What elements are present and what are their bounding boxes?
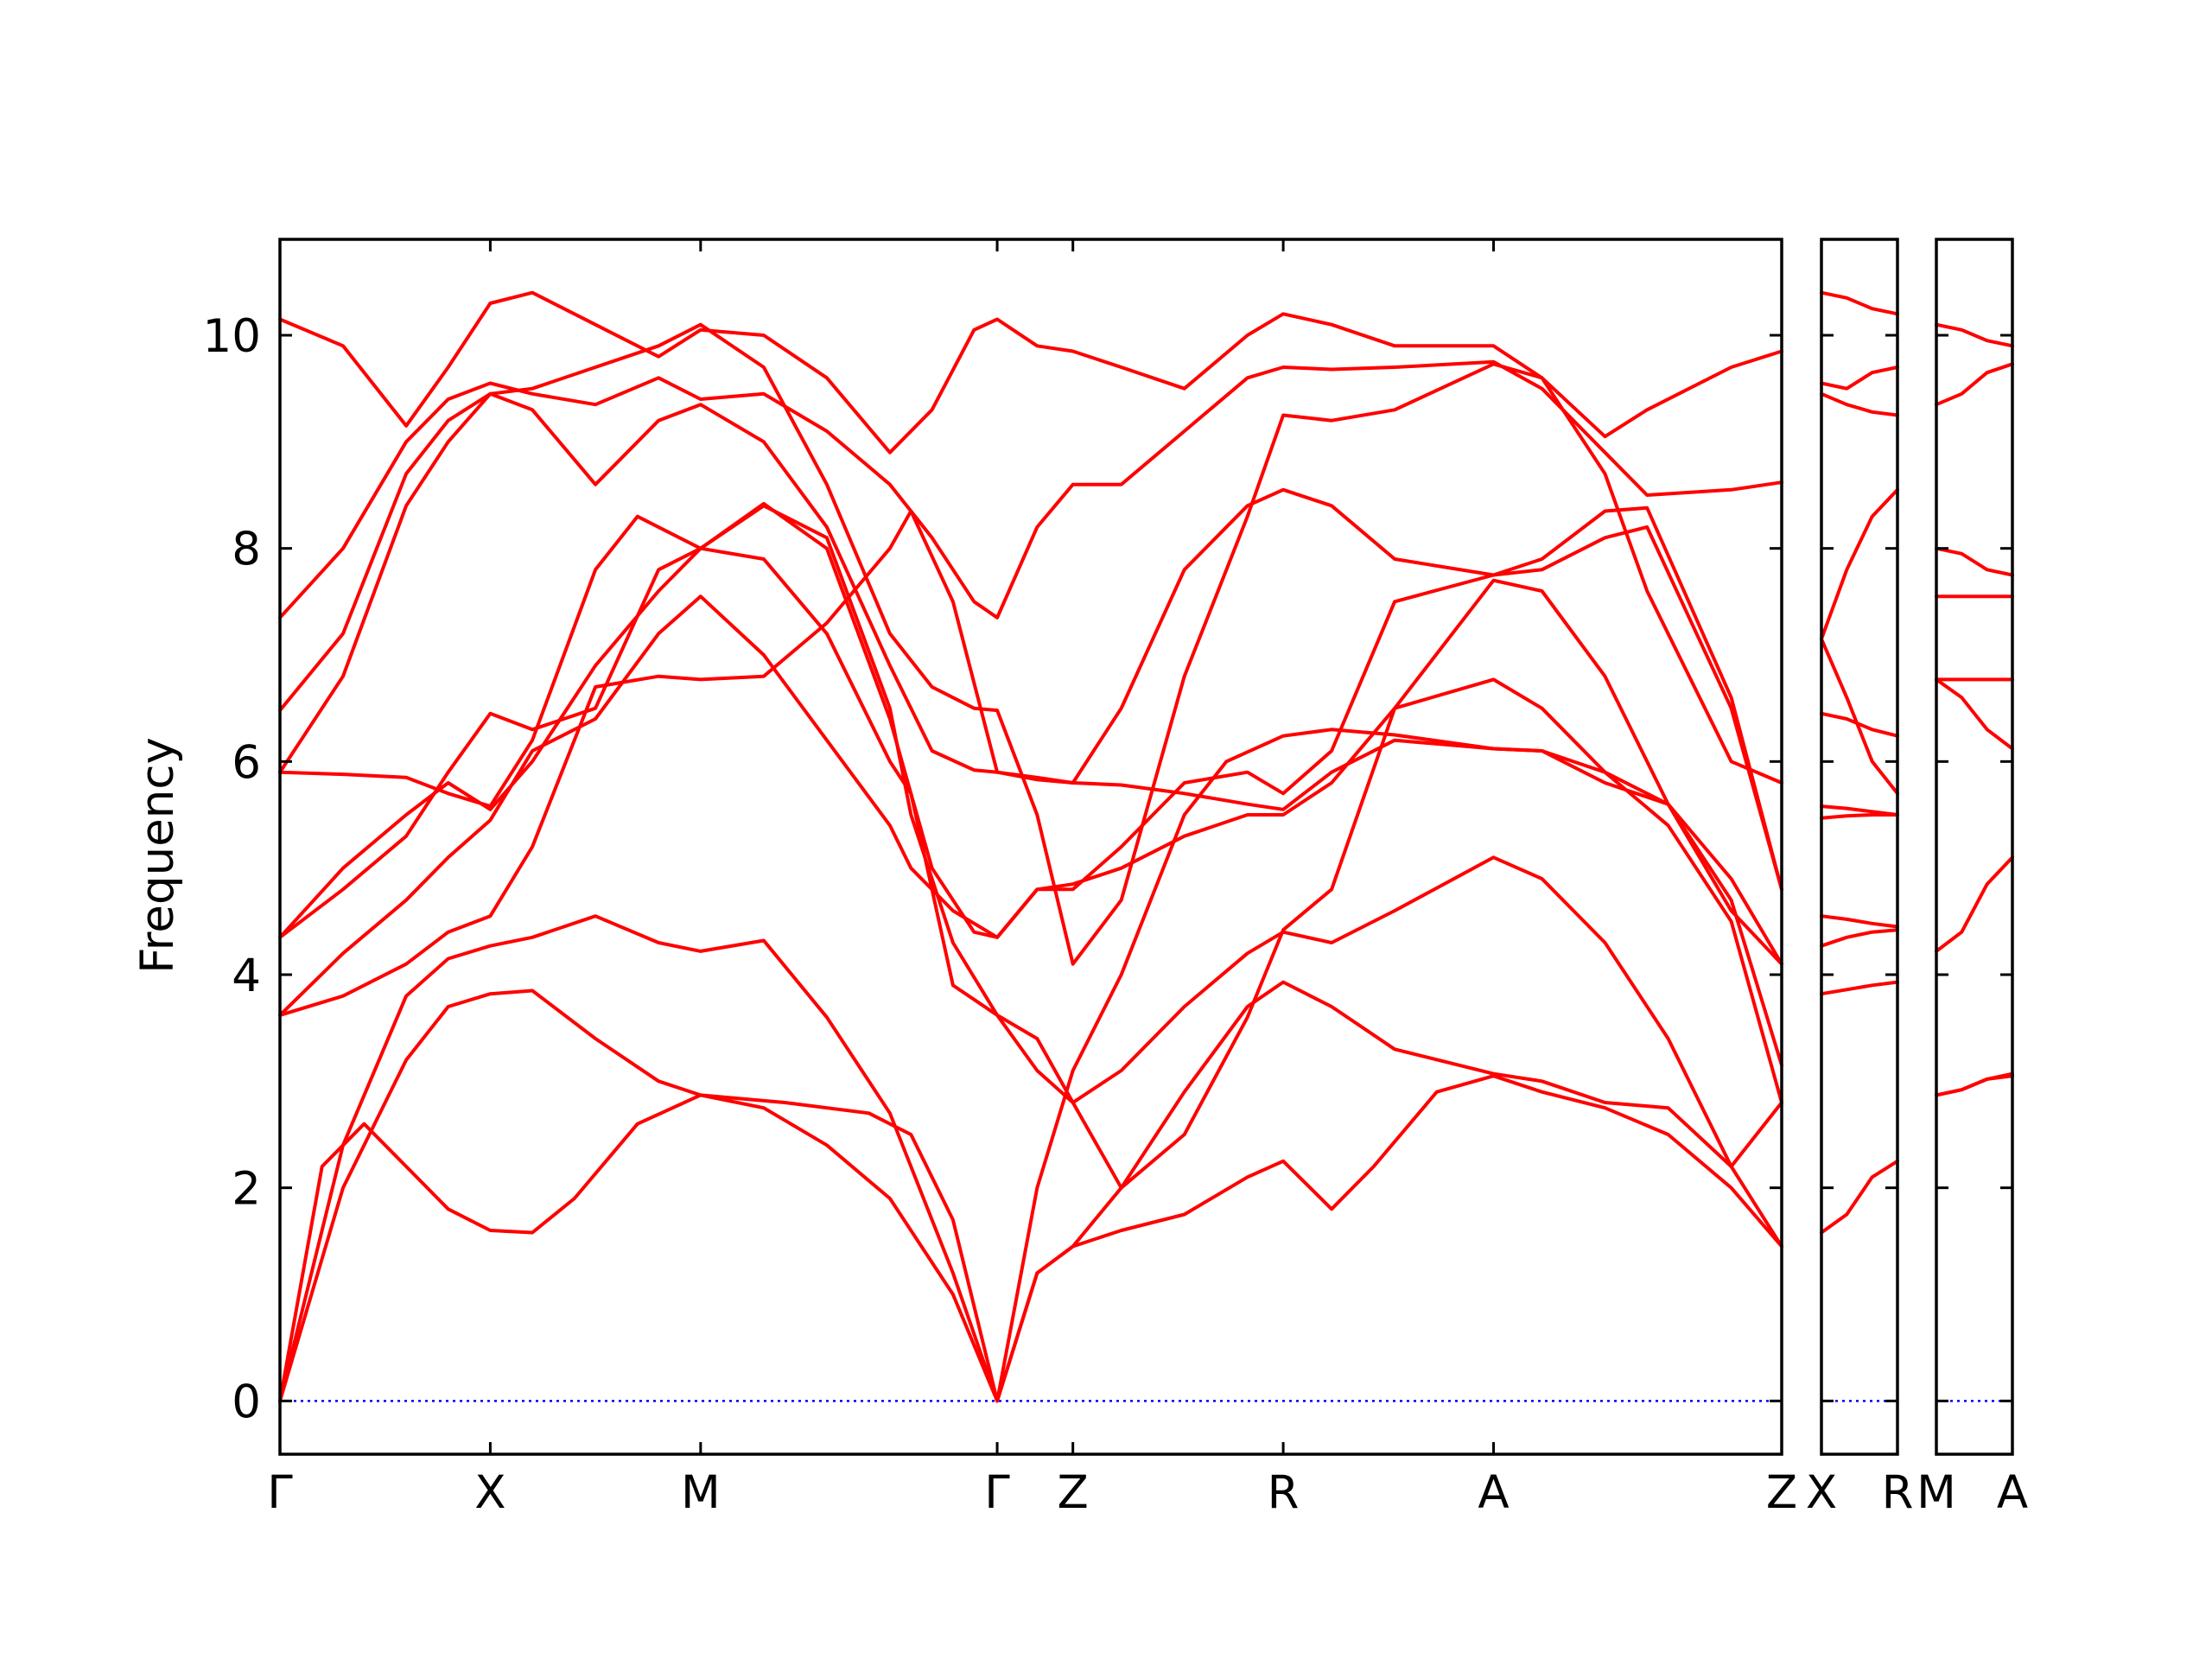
band-line-11	[278, 359, 1783, 620]
band-line-11	[1820, 365, 1899, 391]
panel-frame	[1935, 238, 2014, 1456]
y-tick-label-3: 6	[232, 736, 261, 789]
x-tick-label-3-2: A	[1997, 1466, 2028, 1519]
band-line-4	[1820, 914, 1899, 929]
band-line-1	[1820, 1159, 1899, 1235]
band-line-2	[1935, 1071, 2014, 1097]
band-line-2	[278, 980, 1783, 1403]
x-tick-label-1-7: A	[1478, 1466, 1509, 1519]
band-line-8	[1935, 362, 2014, 407]
x-tick-label-1-6: R	[1268, 1466, 1300, 1519]
panel-frame	[1820, 238, 1899, 1456]
x-tick-label-1-2: X	[474, 1466, 505, 1519]
y-tick-label-2: 4	[232, 950, 261, 1002]
band-line-2	[1820, 980, 1899, 996]
y-tick-label-5: 10	[203, 310, 261, 363]
band-line-12	[1820, 290, 1899, 316]
band-line-5	[1820, 813, 1899, 820]
band-line-9	[1820, 487, 1899, 641]
band-line-10	[278, 322, 1783, 966]
band-line-1	[278, 1074, 1783, 1403]
band-line-4	[278, 509, 1783, 1017]
x-tick-label-2-2: R	[1882, 1466, 1914, 1519]
x-tick-label-1-5: Z	[1058, 1466, 1089, 1519]
x-tick-label-1-3: M	[681, 1466, 721, 1519]
y-tick-label-0: 0	[232, 1376, 261, 1428]
x-tick-label-2-1: X	[1806, 1466, 1837, 1519]
band-line-9	[278, 391, 1783, 892]
x-tick-label-1-4: Γ	[984, 1466, 1010, 1519]
band-line-7	[1935, 546, 2014, 577]
band-line-9	[1935, 322, 2014, 348]
band-line-3	[1820, 928, 1899, 948]
band-line-8	[1820, 637, 1899, 796]
band-line-3	[278, 728, 1783, 1403]
band-line-6	[1820, 804, 1899, 817]
band-line-6	[278, 546, 1783, 1168]
band-line-3	[1935, 855, 2014, 953]
x-tick-label-1-1: Γ	[267, 1466, 293, 1519]
band-line-10	[1820, 391, 1899, 417]
y-axis-label: Frequency	[131, 737, 184, 974]
y-tick-label-1: 2	[232, 1163, 261, 1216]
x-tick-label-3-1: M	[1916, 1466, 1956, 1519]
band-line-5	[1935, 677, 2014, 751]
panel-frame	[278, 238, 1783, 1456]
band-line-7	[1820, 711, 1899, 738]
band-line-5	[278, 594, 1783, 1067]
band-line-12	[278, 290, 1783, 454]
y-tick-label-4: 8	[232, 524, 261, 576]
x-tick-label-1-8: Z	[1766, 1466, 1797, 1519]
band-line-8	[278, 501, 1783, 939]
band-line-7	[278, 504, 1783, 1190]
